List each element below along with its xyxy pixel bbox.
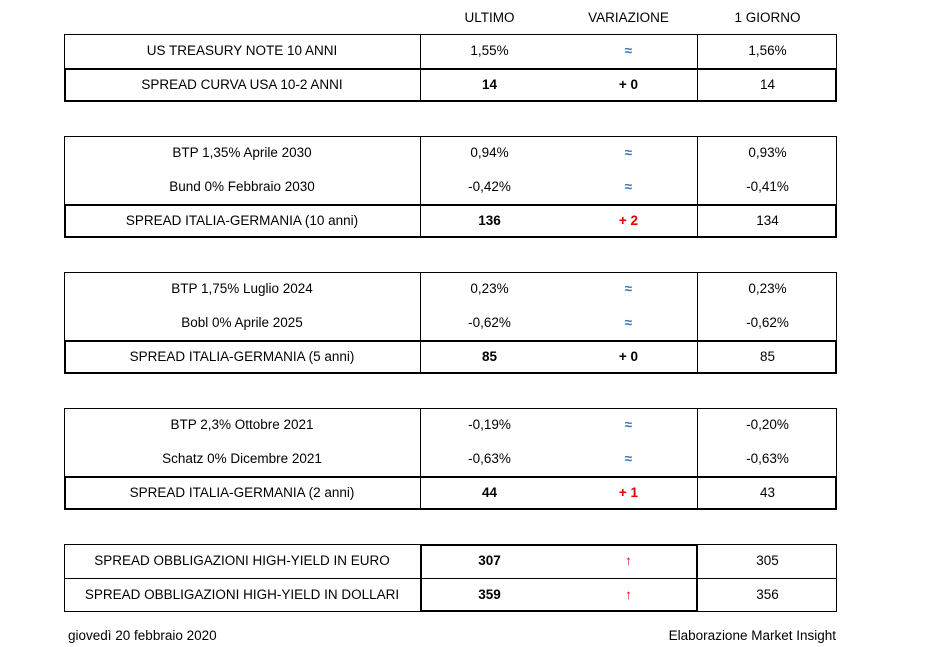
row-ultimo: -0,62% [468,315,511,330]
row-1-giorno: -0,62% [746,315,789,330]
row-ultimo: -0,19% [468,417,511,432]
row-name: Schatz 0% Dicembre 2021 [162,451,322,466]
table-group-2y: BTP 2,3% Ottobre 2021 -0,19% ≈ -0,20% Sc… [64,408,837,510]
row-variazione: ≈ [624,281,633,296]
row-variazione: ≈ [624,417,633,432]
row-name: SPREAD CURVA USA 10-2 ANNI [141,77,343,92]
table-row: BTP 1,75% Luglio 2024 0,23% ≈ 0,23% [64,272,837,306]
table-row: SPREAD CURVA USA 10-2 ANNI 14 + 0 14 [64,68,837,102]
table-row: SPREAD ITALIA-GERMANIA (5 anni) 85 + 0 8… [64,340,837,374]
row-name: BTP 1,35% Aprile 2030 [172,145,312,160]
row-ultimo: 85 [481,349,498,364]
row-1-giorno: 14 [759,77,776,92]
table-row: SPREAD OBBLIGAZIONI HIGH-YIELD IN EURO 3… [64,544,837,578]
footer-date: giovedì 20 febbraio 2020 [68,628,217,643]
table-row: US TREASURY NOTE 10 ANNI 1,55% ≈ 1,56% [64,34,837,68]
table-row: SPREAD ITALIA-GERMANIA (10 anni) 136 + 2… [64,204,837,238]
row-name: Bund 0% Febbraio 2030 [169,179,315,194]
row-name: BTP 2,3% Ottobre 2021 [170,417,314,432]
row-ultimo: 307 [478,553,501,568]
row-ultimo: 0,23% [470,281,509,296]
arrow-up-icon: ↑ [625,587,632,602]
table-row: SPREAD OBBLIGAZIONI HIGH-YIELD IN DOLLAR… [64,578,837,612]
row-name: BTP 1,75% Luglio 2024 [171,281,313,296]
row-ultimo: 136 [478,213,501,228]
row-1-giorno: 0,23% [748,281,787,296]
row-variazione: ≈ [624,451,633,466]
row-variazione: + 0 [618,77,639,92]
row-name: SPREAD ITALIA-GERMANIA (5 anni) [129,349,355,364]
row-1-giorno: 43 [759,485,776,500]
table-row: BTP 2,3% Ottobre 2021 -0,19% ≈ -0,20% [64,408,837,442]
table-row: BTP 1,35% Aprile 2030 0,94% ≈ 0,93% [64,136,837,170]
row-ultimo: -0,42% [468,179,511,194]
row-1-giorno: -0,20% [746,417,789,432]
table-row: SPREAD ITALIA-GERMANIA (2 anni) 44 + 1 4… [64,476,837,510]
row-1-giorno: 1,56% [748,43,787,58]
row-1-giorno: 0,93% [748,145,787,160]
row-ultimo: 1,55% [470,43,509,58]
row-name: US TREASURY NOTE 10 ANNI [146,43,338,58]
header-1-giorno: 1 GIORNO [734,10,801,25]
row-variazione: ≈ [624,145,633,160]
row-name: SPREAD OBBLIGAZIONI HIGH-YIELD IN EURO [94,553,390,568]
arrow-up-icon: ↑ [625,553,632,568]
row-ultimo: 359 [478,587,501,602]
footer-source: Elaborazione Market Insight [668,628,836,643]
row-name: SPREAD ITALIA-GERMANIA (10 anni) [125,213,359,228]
table-row: Schatz 0% Dicembre 2021 -0,63% ≈ -0,63% [64,442,837,476]
row-1-giorno: 134 [756,213,779,228]
header-ultimo: ULTIMO [464,10,515,25]
row-1-giorno: -0,63% [746,451,789,466]
table-group-10y: BTP 1,35% Aprile 2030 0,94% ≈ 0,93% Bund… [64,136,837,238]
row-1-giorno: 85 [759,349,776,364]
row-1-giorno: -0,41% [746,179,789,194]
table-group-5y: BTP 1,75% Luglio 2024 0,23% ≈ 0,23% Bobl… [64,272,837,374]
row-variazione: ≈ [624,43,633,58]
table-row: Bund 0% Febbraio 2030 -0,42% ≈ -0,41% [64,170,837,204]
row-variazione: + 2 [618,213,639,228]
row-name: SPREAD ITALIA-GERMANIA (2 anni) [129,485,355,500]
row-variazione: + 0 [618,349,639,364]
row-ultimo: 44 [481,485,498,500]
row-name: SPREAD OBBLIGAZIONI HIGH-YIELD IN DOLLAR… [84,587,400,602]
table-group-high-yield: SPREAD OBBLIGAZIONI HIGH-YIELD IN EURO 3… [64,544,837,612]
row-1-giorno: 305 [756,553,779,568]
row-ultimo: 0,94% [470,145,509,160]
header-variazione: VARIAZIONE [588,10,669,25]
row-variazione: ≈ [624,315,633,330]
row-ultimo: -0,63% [468,451,511,466]
table-group-us: US TREASURY NOTE 10 ANNI 1,55% ≈ 1,56% S… [64,34,837,102]
row-ultimo: 14 [481,77,498,92]
table-row: Bobl 0% Aprile 2025 -0,62% ≈ -0,62% [64,306,837,340]
row-1-giorno: 356 [756,587,779,602]
row-name: Bobl 0% Aprile 2025 [181,315,303,330]
row-variazione: + 1 [618,485,639,500]
row-variazione: ≈ [624,179,633,194]
